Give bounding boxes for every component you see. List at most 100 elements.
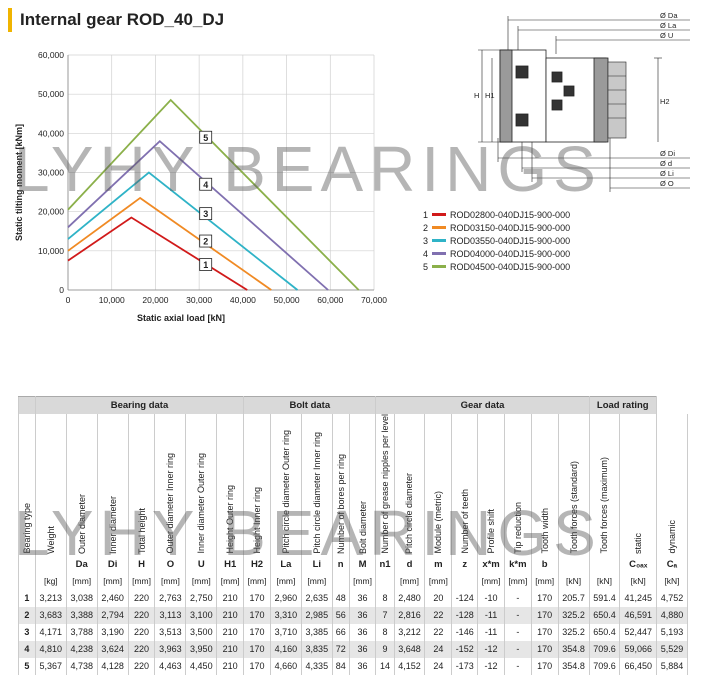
table-symbol-cell: Da — [65, 555, 98, 573]
table-cell: 5,884 — [655, 657, 689, 675]
column-header-text: Tooth forces (maximum) — [599, 457, 610, 554]
table-column-header: Bearing type — [18, 414, 36, 556]
y-tick-label: 10,000 — [38, 246, 64, 256]
legend-item: 1 ROD02800-040DJ15-900-000 — [420, 208, 570, 221]
table-group-header: Load rating — [588, 396, 657, 414]
table-symbol-cell: k*m — [503, 555, 532, 573]
table-cell: 3,213 — [34, 589, 67, 607]
table-cell: 220 — [127, 606, 156, 624]
table-cell: 170 — [243, 606, 271, 624]
table-unit-cell: [mm] — [65, 572, 98, 590]
table-cell: 2,460 — [96, 589, 129, 607]
y-tick-label: 50,000 — [38, 89, 64, 99]
table-unit-cell: [mm] — [96, 572, 129, 590]
table-row: 5 5,367 4,738 4,128 220 4,463 4,450 210 170 4,660… — [18, 657, 689, 675]
table-unit-cell: [mm] — [530, 572, 559, 590]
table-unit-cell: [kg] — [34, 572, 67, 590]
table-unit-cell: [mm] — [300, 572, 333, 590]
legend-label: ROD04000-040DJ15-900-000 — [450, 248, 571, 259]
table-cell: 5,367 — [34, 657, 67, 675]
table-group-header: Bolt data — [243, 396, 377, 414]
table-cell: 205.7 — [557, 589, 590, 607]
table-cell: 24 — [424, 657, 453, 675]
dim-label-h: H — [474, 91, 479, 100]
title-accent-bar — [8, 8, 12, 32]
curve-label-box — [199, 207, 213, 221]
table-cell: 650.4 — [588, 606, 621, 624]
table-cell: 220 — [127, 623, 156, 641]
table-cell: 3,113 — [154, 606, 187, 624]
table-cell: 220 — [127, 589, 156, 607]
x-axis-label: Static axial load [kN] — [137, 313, 225, 323]
dim-label-di: Ø Di — [660, 149, 675, 158]
table-symbol-cell — [588, 555, 621, 573]
x-tick-label: 0 — [66, 295, 71, 305]
column-header-text: dynamic — [666, 520, 677, 554]
table-group-header: Bearing data — [34, 396, 245, 414]
page-title: Internal gear ROD_40_DJ — [20, 10, 225, 29]
table-cell: 4,880 — [655, 606, 689, 624]
table-cell: -12 — [477, 657, 505, 675]
column-header-text: Module (metric) — [433, 491, 444, 554]
table-unit-cell: [mm] — [503, 572, 532, 590]
table-unit-cell: [mm] — [348, 572, 377, 590]
table-cell: 3,038 — [65, 589, 98, 607]
table-cell: 52,447 — [619, 623, 657, 641]
table-column-header: Height Outer ring — [216, 414, 245, 556]
column-header-text: Profile shift — [486, 509, 497, 554]
table-cell: 8 — [375, 589, 395, 607]
table-cell: 591.4 — [588, 589, 621, 607]
legend-label: ROD04500-040DJ15-900-000 — [450, 261, 571, 272]
table-cell: 3,950 — [185, 640, 218, 658]
x-tick-label: 10,000 — [99, 295, 125, 305]
table-symbol-cell: U — [185, 555, 218, 573]
table-cell: 3,212 — [393, 623, 426, 641]
table-cell: -128 — [451, 606, 479, 624]
table-unit-cell: [kN] — [655, 572, 689, 590]
curve-label: 1 — [203, 260, 208, 270]
table-cell: 2,750 — [185, 589, 218, 607]
table-cell: 3,648 — [393, 640, 426, 658]
table-column-header: Tooth forces (standard) — [557, 414, 590, 556]
y-tick-label: 0 — [59, 285, 64, 295]
table-cell: 4,738 — [65, 657, 98, 675]
table-cell: 3,310 — [269, 606, 302, 624]
y-axis-label: Static tilting moment [kNm] — [14, 124, 24, 241]
table-cell: 3 — [18, 623, 36, 641]
table-cell: 3,385 — [300, 623, 333, 641]
legend-number: 3 — [422, 235, 428, 246]
table-cell: 66,450 — [619, 657, 657, 675]
table-cell: - — [503, 606, 532, 624]
legend-item: 5 ROD04500-040DJ15-900-000 — [420, 260, 570, 273]
table-cell: 170 — [530, 606, 559, 624]
table-unit-cell — [18, 572, 36, 590]
table-cell: 41,245 — [619, 589, 657, 607]
y-tick-label: 20,000 — [38, 207, 64, 217]
table-cell: 3,500 — [185, 623, 218, 641]
table-cell: 5 — [18, 657, 36, 675]
table-column-header: Inner diameter Outer ring — [185, 414, 218, 556]
table-unit-cell: [mm] — [154, 572, 187, 590]
table-column-header: Number of bores per ring — [331, 414, 350, 556]
table-cell: - — [503, 589, 532, 607]
series-line-3 — [67, 171, 299, 291]
legend-swatch — [432, 252, 446, 255]
table-cell: 4,450 — [185, 657, 218, 675]
column-header-text: Number of bores per ring — [335, 453, 346, 554]
table-symbol-cell — [557, 555, 590, 573]
table-cell: 354.8 — [557, 657, 590, 675]
table-column-header: Tooth width — [530, 414, 559, 556]
table-cell: 36 — [348, 623, 377, 641]
table-symbol-cell — [34, 555, 67, 573]
table-symbol-cell: m — [424, 555, 453, 573]
table-cell: 3,963 — [154, 640, 187, 658]
table-unit-cell: [mm] — [185, 572, 218, 590]
outer-ring — [499, 49, 547, 143]
table-cell: -124 — [451, 589, 479, 607]
table-unit-cell: [mm] — [424, 572, 453, 590]
table-column-header: Outer diameter — [65, 414, 98, 556]
table-cell: 8 — [375, 623, 395, 641]
column-header-text: Height Inner ring — [252, 487, 263, 554]
table-cell: 4,463 — [154, 657, 187, 675]
column-header-text: Bolt diameter — [357, 500, 368, 554]
